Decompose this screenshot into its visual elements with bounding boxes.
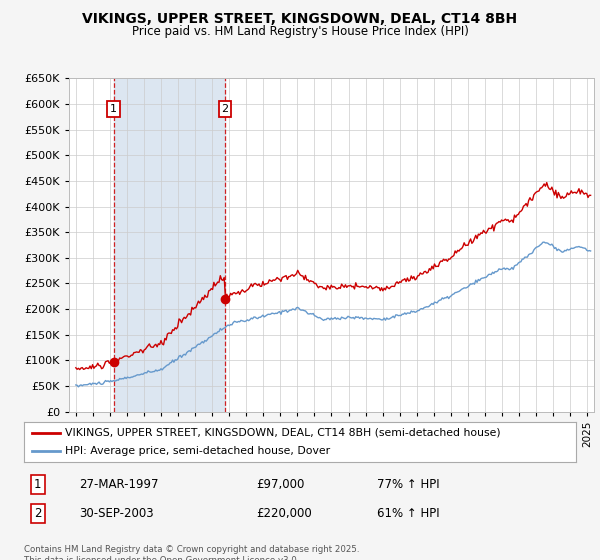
Text: VIKINGS, UPPER STREET, KINGSDOWN, DEAL, CT14 8BH: VIKINGS, UPPER STREET, KINGSDOWN, DEAL, … [82, 12, 518, 26]
Text: 2: 2 [34, 507, 41, 520]
Text: Price paid vs. HM Land Registry's House Price Index (HPI): Price paid vs. HM Land Registry's House … [131, 25, 469, 38]
Text: VIKINGS, UPPER STREET, KINGSDOWN, DEAL, CT14 8BH (semi-detached house): VIKINGS, UPPER STREET, KINGSDOWN, DEAL, … [65, 428, 501, 437]
Text: 30-SEP-2003: 30-SEP-2003 [79, 507, 154, 520]
Text: 61% ↑ HPI: 61% ↑ HPI [377, 507, 440, 520]
Text: 77% ↑ HPI: 77% ↑ HPI [377, 478, 440, 491]
Text: £220,000: £220,000 [256, 507, 311, 520]
Text: 1: 1 [34, 478, 41, 491]
Text: £97,000: £97,000 [256, 478, 304, 491]
Text: HPI: Average price, semi-detached house, Dover: HPI: Average price, semi-detached house,… [65, 446, 331, 456]
Text: 2: 2 [221, 104, 229, 114]
Text: 27-MAR-1997: 27-MAR-1997 [79, 478, 158, 491]
Text: Contains HM Land Registry data © Crown copyright and database right 2025.
This d: Contains HM Land Registry data © Crown c… [24, 545, 359, 560]
Bar [113, 78, 225, 412]
Text: 1: 1 [110, 104, 117, 114]
